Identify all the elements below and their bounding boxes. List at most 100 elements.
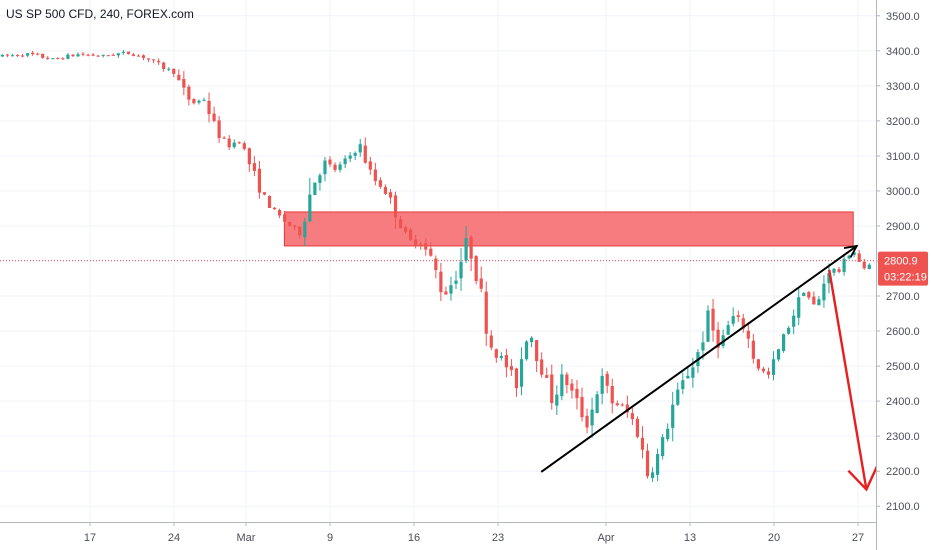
candle-down (86, 54, 90, 56)
time-axis-bg[interactable] (0, 522, 876, 550)
candle-down (630, 413, 634, 420)
candle-down (267, 195, 272, 208)
candle-down (570, 383, 574, 391)
support-trendline[interactable] (540, 245, 858, 473)
candle-down (61, 58, 65, 60)
candle-down (756, 359, 760, 369)
candle-down (444, 291, 448, 295)
trendline-arrowhead (843, 244, 859, 258)
candle-down (509, 366, 514, 371)
candle-up (318, 175, 322, 183)
candle-up (817, 299, 821, 306)
time-tick-label: 16 (408, 532, 420, 544)
price-tick-label: 2400.0 (886, 396, 920, 408)
candle-up (121, 51, 125, 53)
candle-down (494, 349, 498, 358)
candlestick-series (0, 49, 871, 482)
candle-down (81, 53, 85, 55)
candle-down (152, 59, 156, 61)
candle-up (852, 252, 856, 255)
candle-up (832, 268, 836, 273)
candle-down (20, 55, 25, 57)
candle-up (519, 359, 524, 387)
candle-up (691, 367, 695, 378)
candle-up (842, 258, 846, 273)
candle-down (474, 256, 478, 281)
candle-down (540, 359, 544, 375)
candle-down (257, 168, 262, 193)
candle-down (807, 292, 811, 298)
candle-up (706, 310, 710, 342)
candle-up (590, 409, 594, 426)
time-tick-label: 24 (168, 532, 180, 544)
candle-down (388, 192, 393, 198)
candle-up (202, 99, 206, 101)
price-tick-label: 2700.0 (886, 291, 920, 303)
candle-down (172, 68, 176, 74)
candle-up (827, 272, 831, 284)
candle-down (429, 248, 433, 256)
candle-down (580, 397, 584, 418)
candle-down (157, 60, 161, 63)
candle-down (363, 145, 367, 163)
candle-down (212, 113, 216, 121)
candle-down (272, 207, 277, 210)
candle-down (736, 315, 740, 317)
projection-arrow[interactable] (828, 269, 868, 490)
candle-down (298, 226, 302, 236)
price-tick-label: 3100.0 (886, 151, 920, 163)
candle-up (51, 58, 55, 60)
candle-down (328, 159, 332, 165)
candle-up (10, 55, 15, 57)
candle-down (751, 340, 755, 359)
candle-down (479, 278, 483, 289)
candle-down (398, 219, 403, 229)
candle-down (222, 137, 226, 139)
candle-up (167, 68, 171, 70)
candle-up (661, 437, 665, 457)
time-tick-label: Mar (237, 532, 256, 544)
candle-up (600, 375, 604, 394)
candle-down (857, 253, 861, 262)
candle-up (671, 404, 675, 428)
candle-down (862, 261, 866, 269)
resistance-zone-layer (283, 211, 854, 247)
candle-down (746, 330, 750, 339)
time-tick-label: 9 (327, 532, 333, 544)
candle-up (776, 349, 781, 360)
candle-down (217, 120, 221, 138)
candle-down (373, 169, 377, 181)
price-tick-label: 2300.0 (886, 431, 920, 443)
resistance-zone[interactable] (283, 211, 854, 247)
candle-up (338, 164, 342, 170)
candle-down (177, 74, 181, 81)
candle-down (615, 403, 619, 406)
price-tick-label: 3000.0 (886, 186, 920, 198)
candle-down (645, 450, 650, 477)
candle-up (499, 356, 503, 358)
candle-up (792, 315, 796, 327)
time-tick-label: 17 (84, 532, 96, 544)
candle-down (36, 53, 40, 55)
candle-down (424, 243, 428, 250)
drawing-overlays (0, 244, 879, 492)
candle-down (535, 340, 539, 362)
candle-up (26, 53, 30, 56)
time-tick-label: 23 (492, 532, 504, 544)
candle-down (625, 404, 629, 413)
candle-down (227, 138, 231, 148)
candle-down (136, 55, 141, 57)
candle-down (146, 58, 151, 60)
candle-up (676, 389, 680, 405)
current-price-label-box (878, 251, 928, 286)
candle-down (605, 373, 609, 386)
candle-down (404, 227, 408, 232)
candle-up (787, 327, 791, 334)
candle-up (358, 144, 362, 153)
candle-down (419, 244, 423, 246)
candle-down (278, 210, 282, 216)
candle-up (348, 155, 352, 159)
candle-down (635, 418, 640, 437)
